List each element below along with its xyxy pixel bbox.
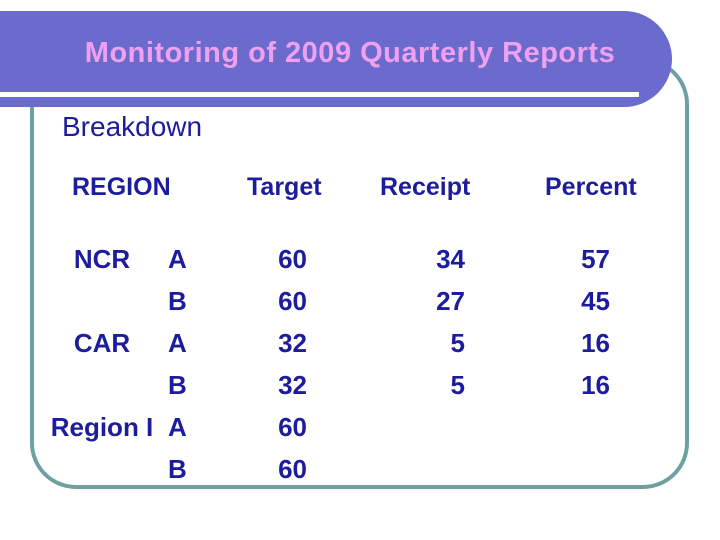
cell-target: 32 bbox=[278, 370, 307, 400]
table-row: B 32 5 16 bbox=[0, 371, 720, 401]
table-row: B 60 bbox=[0, 455, 720, 485]
column-header-region: REGION bbox=[72, 173, 171, 201]
column-header-receipt: Receipt bbox=[380, 173, 471, 201]
cell-target: 60 bbox=[278, 412, 307, 442]
cell-group: B bbox=[168, 286, 187, 316]
cell-percent: 57 bbox=[581, 244, 610, 274]
cell-group: A bbox=[168, 328, 187, 358]
cell-receipt: 34 bbox=[436, 244, 465, 274]
cell-percent: 16 bbox=[581, 328, 610, 358]
cell-percent: 16 bbox=[581, 370, 610, 400]
cell-region: CAR bbox=[73, 328, 131, 358]
title-banner: Monitoring of 2009 Quarterly Reports bbox=[0, 11, 672, 107]
slide-title: Monitoring of 2009 Quarterly Reports bbox=[84, 37, 616, 69]
cell-target: 60 bbox=[278, 454, 307, 484]
column-header-target: Target bbox=[247, 173, 322, 201]
content-frame bbox=[30, 58, 689, 489]
cell-percent: 45 bbox=[581, 286, 610, 316]
banner-underline bbox=[0, 92, 639, 97]
cell-receipt: 27 bbox=[436, 286, 465, 316]
cell-region: Region I bbox=[50, 412, 154, 442]
cell-target: 60 bbox=[278, 286, 307, 316]
table-row: NCR A 60 34 57 bbox=[0, 245, 720, 275]
slide-subtitle: Breakdown bbox=[62, 111, 203, 142]
table-row: B 60 27 45 bbox=[0, 287, 720, 317]
cell-group: B bbox=[168, 454, 187, 484]
cell-group: A bbox=[168, 412, 187, 442]
table-row: CAR A 32 5 16 bbox=[0, 329, 720, 359]
table-row: Region I A 60 bbox=[0, 413, 720, 443]
cell-receipt: 5 bbox=[450, 328, 465, 358]
cell-target: 32 bbox=[278, 328, 307, 358]
cell-group: A bbox=[168, 244, 187, 274]
column-header-percent: Percent bbox=[545, 173, 637, 201]
cell-receipt: 5 bbox=[450, 370, 465, 400]
cell-target: 60 bbox=[278, 244, 307, 274]
cell-region: NCR bbox=[73, 244, 131, 274]
cell-group: B bbox=[168, 370, 187, 400]
